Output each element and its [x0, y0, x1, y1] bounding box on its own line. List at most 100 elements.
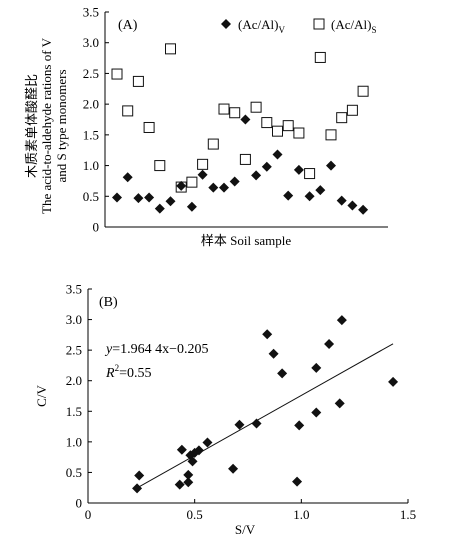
data-point-v-diamond	[197, 169, 208, 180]
data-point-v-diamond	[336, 195, 347, 206]
panel-a-ylabel-line-3: and S type monomers	[54, 69, 69, 182]
panel-a-legend: (Ac/Al)V (Ac/Al)S	[221, 17, 376, 35]
panel-b-marks	[132, 315, 399, 494]
panel-b-y-tick-label: 0.5	[66, 465, 82, 480]
data-point-diamond	[388, 376, 399, 387]
data-point-v-diamond	[208, 182, 219, 193]
data-point-s-square	[325, 129, 337, 141]
data-point-v-diamond	[219, 182, 229, 193]
panel-b-x-axis-title: S/V	[235, 522, 256, 537]
data-point-diamond	[268, 348, 279, 359]
data-point-v-diamond	[186, 201, 197, 212]
legend-filled-diamond-marker	[221, 19, 231, 29]
data-point-v-diamond	[283, 190, 294, 201]
data-point-diamond	[193, 445, 204, 456]
data-point-s-square	[229, 107, 241, 119]
panel-a-marks	[111, 43, 369, 215]
panel-a-y-ticks: 0 0.5 1.0 1.5 2.0 2.5 3.0 3.5	[83, 5, 109, 235]
panel-a-y-tick-label: 1.5	[83, 127, 99, 142]
data-point-v-diamond	[315, 185, 326, 196]
data-point-s-square	[111, 68, 123, 80]
data-point-diamond	[187, 456, 198, 467]
data-point-diamond	[292, 476, 303, 487]
legend-series-s-label: (Ac/Al)S	[331, 17, 376, 35]
data-point-v-diamond	[176, 180, 187, 191]
data-point-diamond	[228, 463, 239, 474]
panel-a-y-tick-label: 0.5	[83, 189, 99, 204]
data-point-v-diamond	[154, 203, 165, 214]
panel-a-ylabel-line-1: 木质素单体酸醛比	[24, 74, 39, 178]
data-point-s-square	[218, 103, 230, 115]
data-point-diamond	[183, 477, 194, 488]
panel-a-y-tick-label: 3.0	[83, 35, 99, 50]
panel-a-y-tick-label: 0	[93, 220, 100, 235]
panel-b-y-tick-label: 0	[76, 496, 83, 511]
panel-b-x-tick-label: 0.5	[187, 507, 203, 522]
data-point-diamond	[132, 483, 143, 494]
panel-b-y-tick-label: 1.5	[66, 404, 82, 419]
data-point-diamond	[176, 444, 187, 455]
data-point-s-square	[143, 121, 155, 133]
panel-b-y-axis-title: C/V	[34, 385, 49, 407]
data-point-s-square	[272, 125, 283, 137]
panel-a-y-tick-label: 3.5	[83, 5, 99, 20]
data-point-v-diamond	[229, 176, 240, 187]
data-point-s-square	[197, 158, 209, 170]
data-point-s-square	[336, 112, 348, 124]
data-point-s-square	[132, 75, 144, 87]
data-point-v-diamond	[112, 192, 122, 203]
panel-a-x-axis-title: 样本 Soil sample	[201, 233, 292, 248]
legend-open-square-marker	[313, 18, 325, 30]
legend-series-v-label: (Ac/Al)V	[238, 17, 285, 35]
data-point-v-diamond	[251, 170, 262, 181]
data-point-diamond	[294, 420, 305, 431]
data-point-diamond	[324, 339, 335, 350]
data-point-s-square	[239, 153, 251, 165]
panel-b-ticks: 0 0.5 1.0 1.5 2.0 2.5 3.0 3.5 0 0.5 1.0 1.5	[66, 282, 416, 523]
panel-b-label: (B)	[99, 295, 118, 310]
data-point-diamond	[277, 368, 288, 379]
data-point-v-diamond	[261, 161, 272, 172]
panel-a-y-tick-label: 1.0	[83, 158, 99, 173]
panel-a: 0 0.5 1.0 1.5 2.0 2.5 3.0 3.5 (A) (Ac/Al)V (Ac/…	[24, 5, 388, 248]
data-point-s-square	[165, 43, 176, 55]
data-point-v-diamond	[326, 160, 336, 171]
data-point-s-square	[293, 127, 305, 139]
panel-b-y-tick-label: 2.5	[66, 343, 82, 358]
data-point-s-square	[186, 176, 198, 188]
panel-a-ylabel-line-2: The acid-to-aldehyde rations of V	[39, 37, 54, 214]
data-point-diamond	[336, 315, 347, 326]
regression-line	[136, 343, 394, 489]
data-point-v-diamond	[240, 114, 251, 125]
panel-b-y-tick-label: 2.0	[66, 373, 82, 388]
data-point-v-diamond	[122, 172, 133, 183]
data-point-v-diamond	[144, 192, 155, 203]
panel-a-y-axis-title: 木质素单体酸醛比 The acid-to-aldehyde rations of…	[24, 37, 69, 214]
panel-b: 0 0.5 1.0 1.5 2.0 2.5 3.0 3.5 0 0.5 1.0 1.5 (B) y=1…	[34, 282, 416, 538]
panel-b-x-tick-label: 0	[85, 507, 92, 522]
data-point-diamond	[334, 398, 345, 409]
data-point-s-square	[357, 85, 369, 97]
data-point-s-square	[261, 117, 273, 129]
data-point-diamond	[311, 407, 322, 418]
data-point-s-square	[250, 101, 262, 113]
data-point-s-square	[207, 138, 219, 150]
data-point-s-square	[346, 104, 358, 116]
data-point-s-square	[314, 51, 326, 63]
data-point-s-square	[154, 160, 166, 172]
data-point-v-diamond	[272, 149, 283, 160]
data-point-s-square	[122, 105, 134, 117]
data-point-v-diamond	[304, 191, 315, 202]
data-point-v-diamond	[165, 196, 176, 207]
panel-b-y-tick-label: 1.0	[66, 434, 82, 449]
panel-a-y-tick-label: 2.5	[83, 66, 99, 81]
data-point-diamond	[234, 419, 245, 430]
data-point-v-diamond	[133, 193, 144, 204]
panel-b-y-tick-label: 3.5	[66, 282, 82, 297]
panel-a-y-tick-label: 2.0	[83, 97, 99, 112]
data-point-diamond	[183, 469, 194, 480]
data-point-diamond	[174, 479, 185, 490]
data-point-v-diamond	[347, 200, 358, 211]
data-point-diamond	[262, 329, 273, 340]
